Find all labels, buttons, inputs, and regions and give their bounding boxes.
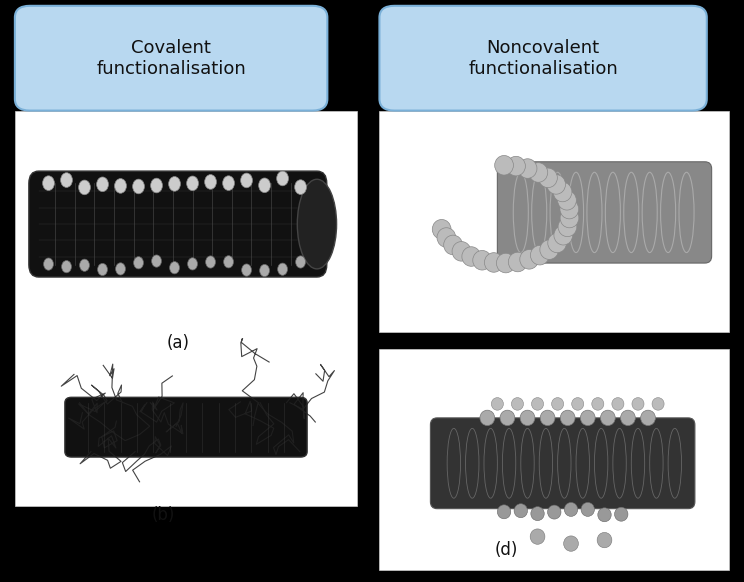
- Circle shape: [437, 228, 456, 247]
- Circle shape: [500, 410, 515, 425]
- Circle shape: [44, 258, 54, 270]
- Circle shape: [132, 179, 144, 194]
- Circle shape: [242, 264, 251, 276]
- Circle shape: [551, 398, 564, 410]
- Circle shape: [620, 410, 635, 425]
- Circle shape: [152, 255, 161, 267]
- Circle shape: [514, 504, 527, 518]
- Circle shape: [548, 505, 561, 519]
- FancyBboxPatch shape: [379, 111, 729, 332]
- Circle shape: [60, 173, 72, 187]
- Circle shape: [558, 217, 577, 237]
- Circle shape: [597, 533, 612, 548]
- Circle shape: [240, 173, 252, 188]
- Circle shape: [520, 250, 539, 269]
- Circle shape: [496, 253, 515, 273]
- Circle shape: [600, 410, 615, 425]
- Circle shape: [529, 163, 548, 182]
- Circle shape: [547, 175, 565, 194]
- Circle shape: [581, 502, 594, 516]
- Circle shape: [632, 398, 644, 410]
- Circle shape: [97, 264, 107, 276]
- Circle shape: [115, 263, 126, 275]
- Text: Noncovalent
functionalisation: Noncovalent functionalisation: [468, 39, 618, 77]
- Ellipse shape: [298, 179, 336, 269]
- FancyBboxPatch shape: [379, 6, 707, 111]
- Circle shape: [553, 182, 572, 202]
- Text: (b): (b): [152, 506, 176, 524]
- Circle shape: [80, 259, 89, 271]
- FancyBboxPatch shape: [15, 6, 327, 111]
- Circle shape: [540, 240, 559, 260]
- Circle shape: [554, 225, 573, 245]
- Circle shape: [615, 508, 628, 521]
- Circle shape: [134, 257, 144, 269]
- Circle shape: [612, 398, 624, 410]
- Text: (a): (a): [167, 335, 190, 352]
- Circle shape: [443, 235, 463, 255]
- Circle shape: [295, 256, 306, 268]
- Circle shape: [452, 242, 471, 261]
- Circle shape: [531, 398, 544, 410]
- FancyBboxPatch shape: [497, 162, 711, 263]
- FancyBboxPatch shape: [65, 398, 307, 457]
- Circle shape: [508, 252, 527, 272]
- Circle shape: [580, 410, 595, 425]
- Circle shape: [205, 256, 216, 268]
- Circle shape: [548, 233, 566, 253]
- Circle shape: [115, 179, 126, 193]
- Circle shape: [170, 262, 179, 274]
- Circle shape: [462, 247, 481, 267]
- Circle shape: [540, 410, 555, 425]
- Circle shape: [560, 208, 579, 228]
- Circle shape: [222, 176, 234, 190]
- Circle shape: [511, 398, 524, 410]
- Circle shape: [495, 155, 513, 175]
- Circle shape: [652, 398, 664, 410]
- Circle shape: [520, 410, 535, 425]
- Circle shape: [497, 505, 511, 519]
- Circle shape: [530, 246, 549, 265]
- Circle shape: [571, 398, 584, 410]
- Circle shape: [169, 176, 181, 191]
- Circle shape: [598, 508, 612, 521]
- Circle shape: [591, 398, 604, 410]
- Circle shape: [277, 171, 289, 186]
- FancyBboxPatch shape: [379, 349, 729, 570]
- Text: Covalent
functionalisation: Covalent functionalisation: [96, 39, 246, 77]
- Circle shape: [564, 536, 578, 551]
- Circle shape: [205, 175, 217, 189]
- Circle shape: [484, 253, 503, 272]
- Circle shape: [187, 176, 199, 191]
- Text: (d): (d): [494, 541, 518, 559]
- Circle shape: [224, 255, 234, 268]
- Circle shape: [187, 258, 197, 270]
- Circle shape: [564, 502, 578, 516]
- Circle shape: [539, 168, 557, 187]
- FancyBboxPatch shape: [430, 418, 695, 509]
- Circle shape: [557, 190, 577, 210]
- Circle shape: [62, 261, 71, 273]
- Circle shape: [560, 199, 579, 219]
- Circle shape: [295, 180, 307, 194]
- Circle shape: [260, 264, 269, 276]
- Circle shape: [491, 398, 504, 410]
- Circle shape: [641, 410, 655, 425]
- Circle shape: [259, 178, 271, 193]
- Circle shape: [507, 157, 525, 176]
- Circle shape: [97, 177, 109, 191]
- Circle shape: [42, 176, 54, 190]
- Circle shape: [560, 410, 575, 425]
- Circle shape: [432, 219, 451, 239]
- Circle shape: [480, 410, 495, 425]
- Circle shape: [472, 250, 492, 270]
- Circle shape: [519, 159, 537, 178]
- Circle shape: [530, 529, 545, 544]
- Circle shape: [150, 178, 162, 193]
- Circle shape: [278, 263, 287, 275]
- FancyBboxPatch shape: [15, 111, 357, 506]
- Circle shape: [531, 507, 545, 521]
- FancyBboxPatch shape: [29, 171, 327, 277]
- Circle shape: [79, 180, 91, 195]
